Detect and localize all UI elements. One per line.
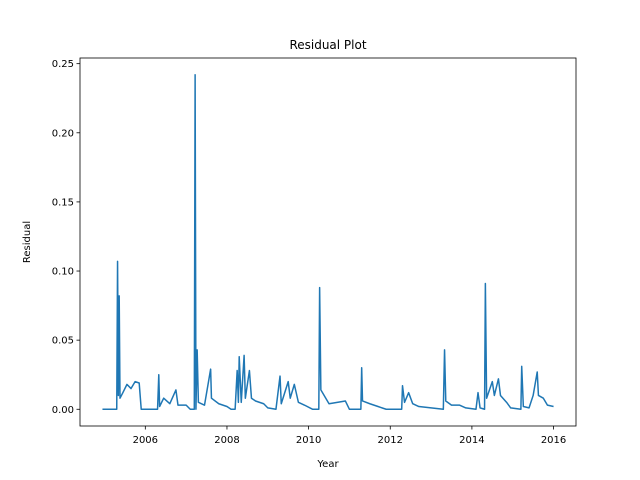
y-tick-label: 0.10: [52, 267, 74, 278]
chart-title: Residual Plot: [289, 38, 366, 52]
x-tick-label: 2014: [459, 435, 484, 446]
x-axis-label: Year: [316, 459, 339, 470]
y-tick-label: 0.20: [52, 128, 74, 139]
y-axis-label: Residual: [22, 221, 33, 263]
x-tick-label: 2008: [214, 435, 239, 446]
y-tick-label: 0.25: [52, 59, 74, 70]
x-tick-label: 2016: [541, 435, 566, 446]
x-tick-label: 2010: [296, 435, 321, 446]
y-tick-label: 0.05: [52, 336, 74, 347]
y-tick-label: 0.15: [52, 197, 74, 208]
x-tick-label: 2012: [378, 435, 403, 446]
data-line: [102, 73, 554, 411]
x-tick-label: 2006: [133, 435, 158, 446]
plot-frame: [79, 57, 577, 427]
y-tick-label: 0.00: [52, 405, 74, 416]
